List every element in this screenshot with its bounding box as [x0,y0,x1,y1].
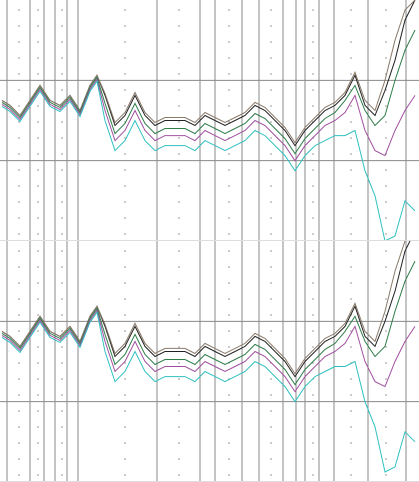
series-line [1,80,416,241]
series-line [1,29,416,155]
series-line [1,78,416,162]
series-line [1,241,406,375]
plot-area [1,241,416,473]
series-group [1,241,416,473]
series-line [1,0,416,144]
series-line [1,309,416,393]
series-line [1,311,416,473]
plot-area [1,0,416,241]
series-line [1,260,416,386]
series-group [1,0,416,241]
